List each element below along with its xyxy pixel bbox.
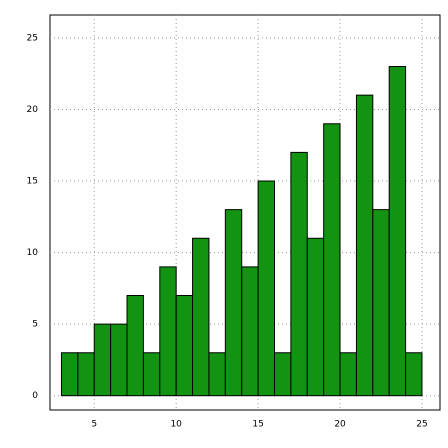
y-tick-label: 0 <box>32 391 38 401</box>
bar <box>192 237 210 397</box>
bar <box>323 123 341 397</box>
y-tick-label: 10 <box>27 248 39 258</box>
bar <box>290 151 308 397</box>
bar <box>93 323 112 397</box>
bar <box>257 180 275 397</box>
bar <box>306 237 325 397</box>
bar <box>405 352 423 397</box>
bar <box>159 266 177 397</box>
bar <box>126 295 144 397</box>
bar <box>241 266 259 397</box>
x-tick-label: 20 <box>334 420 346 430</box>
bar <box>175 295 194 397</box>
bar <box>77 352 95 397</box>
x-tick-label: 25 <box>416 420 427 430</box>
x-tick-label: 15 <box>252 420 263 430</box>
bar <box>60 352 79 397</box>
bar <box>339 352 357 397</box>
bar <box>372 209 390 397</box>
plot-frame <box>49 14 441 411</box>
bar <box>224 209 243 397</box>
bar <box>208 352 226 397</box>
bar <box>355 94 374 397</box>
y-tick-label: 20 <box>27 105 39 115</box>
bar <box>110 323 128 397</box>
bar <box>142 352 161 397</box>
y-tick-label: 5 <box>32 320 38 330</box>
x-tick-label: 10 <box>170 420 182 430</box>
y-tick-label: 15 <box>27 177 38 187</box>
y-tick-label: 25 <box>27 33 38 43</box>
x-tick-label: 5 <box>91 420 97 430</box>
bar <box>273 352 292 397</box>
bar <box>388 66 407 397</box>
